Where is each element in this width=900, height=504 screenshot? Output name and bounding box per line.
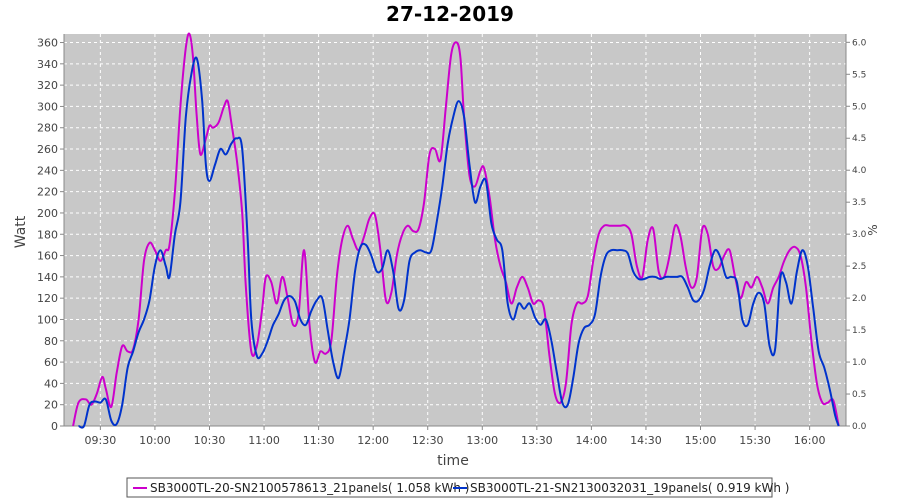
x-tick-label: 11:30 [303, 434, 335, 447]
x-tick-label: 10:00 [139, 434, 171, 447]
y-tick-label: 120 [37, 292, 58, 305]
y-tick-label: 320 [37, 79, 58, 92]
y-tick-label: 340 [37, 58, 58, 71]
legend-label-1: SB3000TL-20-SN2100578613_21panels( 1.058… [150, 481, 469, 495]
y-tick-label: 200 [37, 207, 58, 220]
x-tick-label: 15:30 [739, 434, 771, 447]
y-tick-label: 260 [37, 143, 58, 156]
y-tick-label: 140 [37, 271, 58, 284]
grid-lines [64, 34, 846, 427]
legend-label-2: SB3000TL-21-SN2130032031_19panels( 0.919… [470, 481, 789, 495]
y-tick-label: 240 [37, 164, 58, 177]
y-tick-label: 0 [51, 420, 58, 433]
y2-tick-label: 1.0 [852, 358, 867, 368]
y2-tick-label: 3.5 [852, 198, 866, 208]
axes: 0 20 40 60 80 100 120 140 160 180 200 220 240 260 280 3… [37, 34, 867, 447]
y2-tick-label: 0.5 [852, 390, 866, 400]
y-axis-title: Watt [13, 215, 29, 248]
x-axis-title: time [437, 453, 469, 469]
series-line-1 [72, 32, 840, 427]
y2-tick-label: 3.0 [852, 230, 867, 240]
y2-tick-label: 0.0 [852, 422, 867, 432]
y-tick-label: 280 [37, 122, 58, 135]
y-tick-label: 100 [37, 313, 58, 326]
y2-axis-title: % [866, 224, 880, 235]
y2-tick-label: 2.5 [852, 262, 866, 272]
y2-tick-label: 6.0 [852, 38, 867, 48]
y-tick-label: 160 [37, 250, 58, 263]
y2-tick-label: 1.5 [852, 326, 866, 336]
x-tick-label: 12:30 [412, 434, 444, 447]
x-tick-label: 13:30 [521, 434, 553, 447]
y-tick-label: 80 [44, 335, 58, 348]
series-layer [72, 32, 840, 429]
x-tick-label: 13:00 [466, 434, 498, 447]
plot-area [64, 34, 846, 426]
x-tick-label: 11:00 [248, 434, 280, 447]
x-tick-label: 14:30 [630, 434, 662, 447]
x-tick-label: 09:30 [85, 434, 117, 447]
y2-tick-label: 5.5 [852, 70, 866, 80]
legend-box [126, 477, 773, 498]
series-line-2 [78, 56, 840, 429]
x-tick-label: 12:00 [357, 434, 389, 447]
x-tick-label: 10:30 [194, 434, 226, 447]
y-tick-label: 60 [44, 356, 58, 369]
x-tick-label: 15:00 [685, 434, 717, 447]
y2-tick-label: 4.0 [852, 166, 867, 176]
x-tick-label: 14:00 [576, 434, 608, 447]
chart-title: 27-12-2019 [386, 2, 514, 26]
y-tick-label: 20 [44, 399, 58, 412]
y-tick-label: 220 [37, 186, 58, 199]
x-tick-label: 16:00 [794, 434, 826, 447]
y-tick-label: 180 [37, 228, 58, 241]
y2-tick-label: 4.5 [852, 134, 866, 144]
y-tick-label: 40 [44, 377, 58, 390]
y2-tick-label: 2.0 [852, 294, 867, 304]
y-tick-label: 360 [37, 37, 58, 50]
y-tick-label: 300 [37, 100, 58, 113]
y2-tick-label: 5.0 [852, 102, 867, 112]
legend: SB3000TL-20-SN2100578613_21panels( 1.058… [126, 477, 789, 498]
